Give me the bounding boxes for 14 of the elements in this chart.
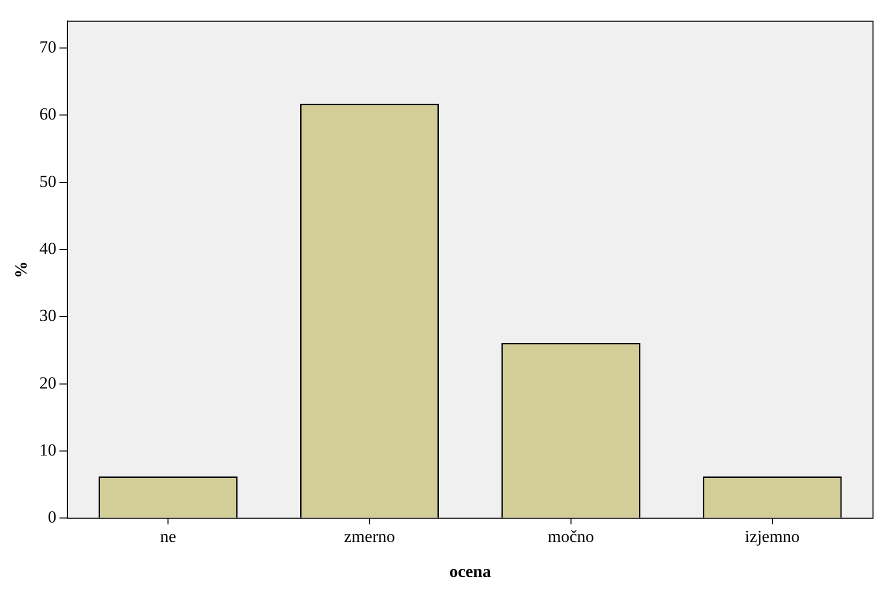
y-tick-label: 20 (39, 373, 56, 392)
x-tick-label: močno (548, 526, 594, 546)
y-axis-title: % (12, 261, 31, 278)
x-tick-label: zmerno (344, 526, 395, 546)
y-tick-label: 40 (39, 239, 56, 258)
y-tick-label: 30 (39, 306, 56, 326)
y-tick-label: 0 (48, 508, 56, 527)
x-tick-label: izjemno (744, 526, 800, 546)
x-axis-title: ocena (449, 562, 492, 582)
y-tick-label: 70 (39, 38, 56, 57)
y-tick-label: 10 (39, 440, 56, 460)
y-tick-label: 50 (39, 172, 56, 191)
x-tick-label: ne (160, 526, 176, 546)
y-tick-label: 60 (39, 104, 56, 124)
